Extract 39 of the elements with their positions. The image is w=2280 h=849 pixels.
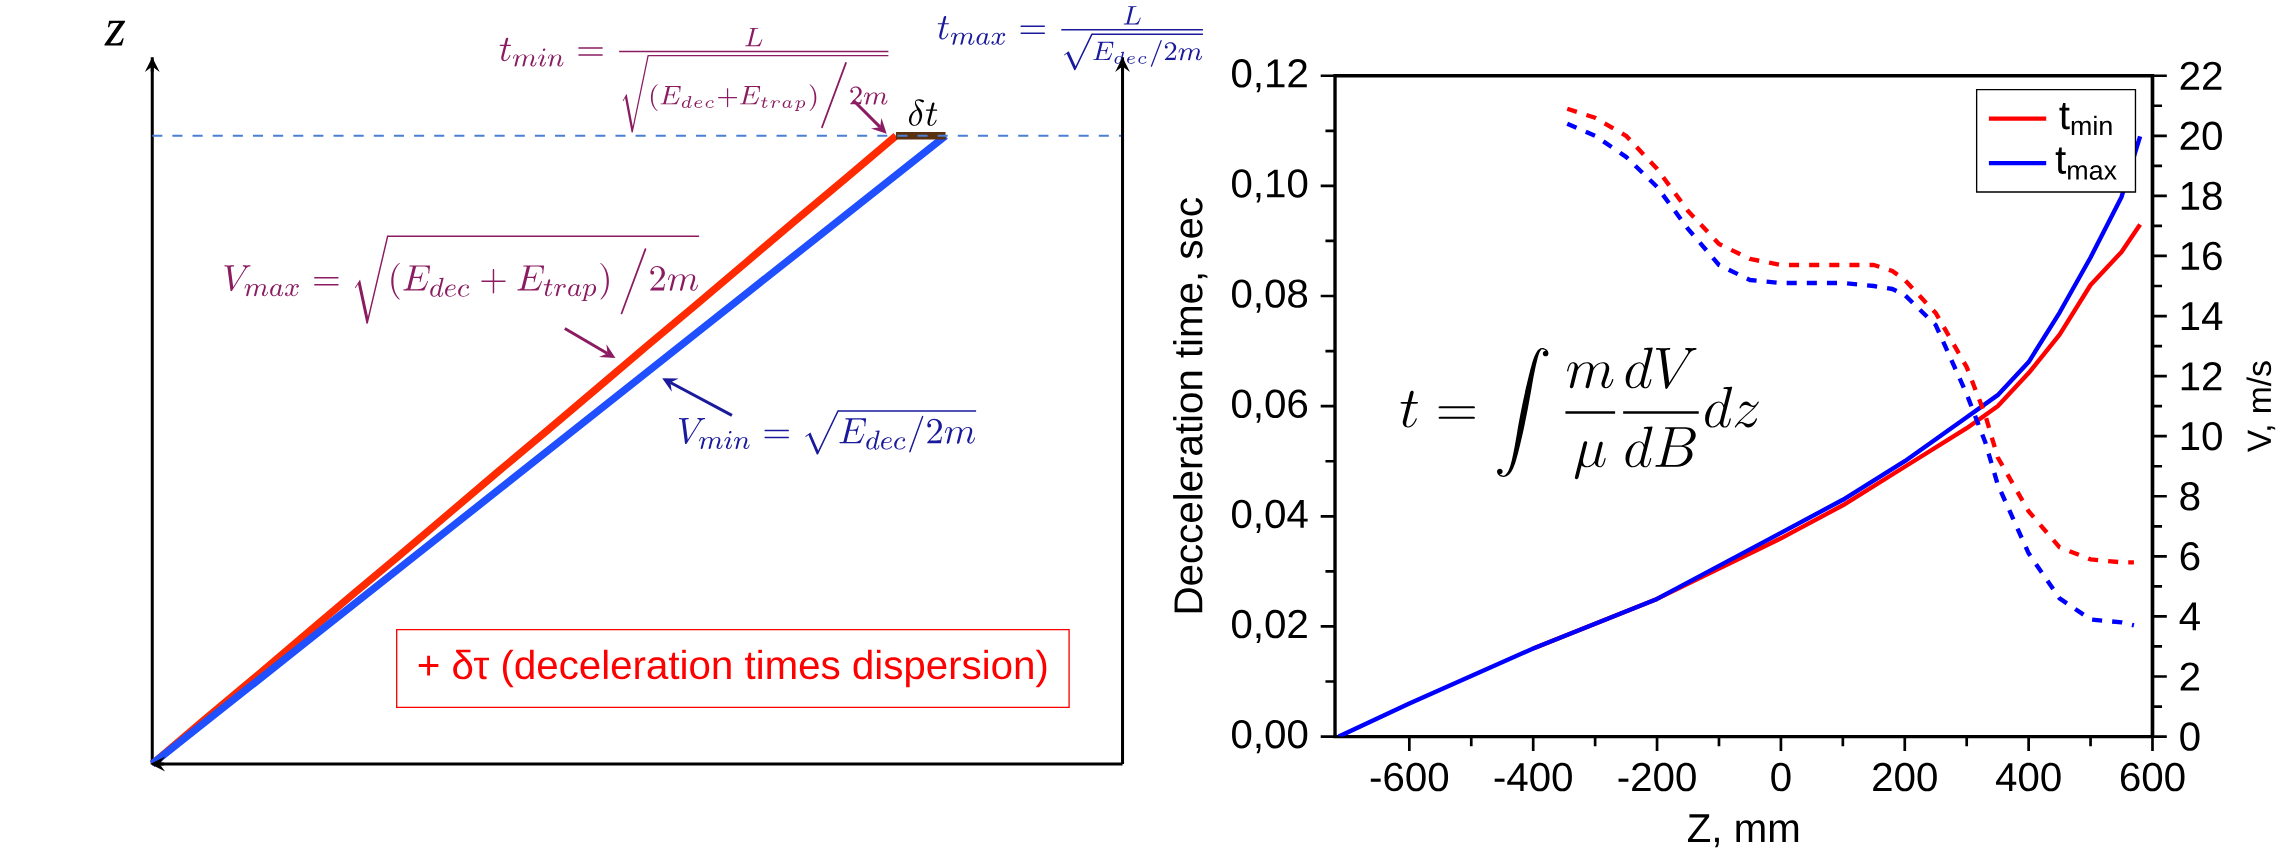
x-tick-label: 400 — [1995, 762, 2061, 792]
text: $t_{max} = \frac{L}{\sqrt{E_{dec}/2m}}$ — [937, 6, 1203, 71]
x-tick-label: -400 — [1494, 762, 1572, 792]
y-axis-title: z — [104, 20, 126, 46]
y-tick-label: 0,04 — [1232, 499, 1308, 533]
y-tick-label: 0,08 — [1232, 279, 1308, 313]
y-axis-title: Decceleration time, sec — [1173, 198, 1208, 613]
y2-tick-label: 2 — [2180, 662, 2200, 691]
legend-label: t$_{min}$ — [2059, 103, 2112, 136]
x-tick-label: 0 — [1771, 762, 1791, 792]
y2-tick-label: 10 — [2181, 421, 2222, 451]
legend-label: t$_{max}$ — [2055, 147, 2117, 180]
y2-tick-label: 16 — [2181, 241, 2222, 271]
annotation: $V_{min} = \sqrt{E_{dec}/2m}$ — [678, 410, 977, 455]
x-tick-label: 600 — [2120, 762, 2185, 792]
y-tick-label: 0,06 — [1232, 389, 1308, 423]
annotation: $t = \int\frac{m}{\mu}\frac{dV}{dB}dz$ — [1400, 347, 1759, 480]
y2-tick-label: 4 — [2179, 602, 2200, 631]
y2-tick-label: 22 — [2180, 61, 2222, 90]
x-axis-title: Z, mm — [1687, 814, 1799, 848]
y2-tick-label: 0 — [2180, 722, 2200, 751]
y2-axis-title: V, m/s — [2246, 361, 2276, 453]
y2-tick-label: 20 — [2180, 121, 2222, 151]
text: $\delta t$ — [908, 99, 938, 126]
x-tick-label: 200 — [1873, 762, 1937, 792]
y2-tick-label: 12 — [2181, 362, 2222, 391]
x-tick-label: -200 — [1618, 762, 1696, 792]
x-tick-label: -600 — [1370, 762, 1449, 792]
y-tick-label: 0,02 — [1232, 609, 1307, 644]
annotation: + δτ (deceleration times dispersion) — [418, 649, 1047, 688]
y2-tick-label: 14 — [2181, 302, 2223, 330]
annotation: $V_{max} = \sqrt{\left(E_{dec} + E_{trap}\right)\Big/ 2m}$ — [224, 235, 700, 324]
y2-tick-label: 6 — [2180, 542, 2200, 571]
y2-tick-label: 18 — [2181, 181, 2222, 211]
y-tick-label: 0,00 — [1232, 719, 1308, 754]
y-tick-label: 0,10 — [1232, 169, 1308, 203]
y2-tick-label: 8 — [2180, 482, 2200, 511]
y-tick-label: 0,12 — [1232, 59, 1307, 93]
text: $t_{min} = \frac{L}{\sqrt{\left(E_{dec} + E_{trap}\right)\Big/ 2m}}$ — [499, 27, 889, 133]
